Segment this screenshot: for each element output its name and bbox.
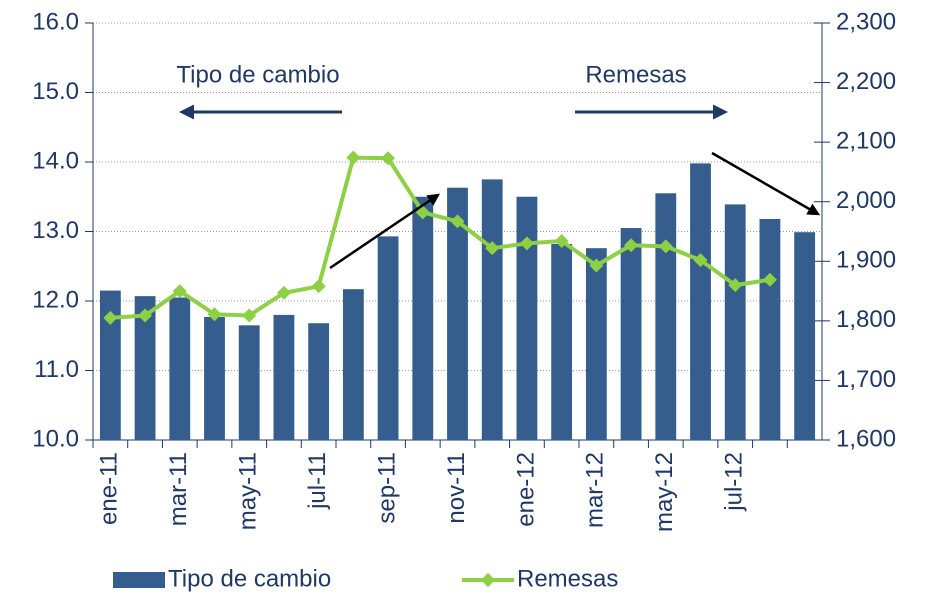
legend-swatch (481, 573, 495, 587)
y-tick-label: 13.0 (32, 217, 79, 244)
bar (377, 236, 399, 440)
arrow (329, 193, 441, 270)
bar (724, 204, 746, 440)
bar (308, 323, 330, 440)
marker (276, 285, 291, 300)
bar (690, 163, 711, 440)
y-tick-label: 15.0 (32, 78, 79, 105)
bar (585, 248, 607, 440)
bar (412, 196, 434, 440)
annotation: Tipo de cambio (176, 61, 339, 88)
legend-label: Tipo de cambio (168, 565, 331, 592)
y2-tick-label: 2,000 (836, 187, 896, 214)
y-tick-label: 16.0 (32, 8, 79, 35)
y2-tick-label: 2,200 (836, 68, 896, 95)
marker (589, 258, 604, 273)
marker (624, 238, 639, 253)
marker (311, 279, 326, 294)
y-tick-label: 10.0 (32, 425, 79, 452)
bar (759, 218, 781, 440)
x-tick-label: jul-12 (721, 452, 748, 512)
bar (516, 196, 538, 440)
marker (138, 308, 153, 323)
bar (655, 193, 677, 440)
x-tick-label: nov-11 (443, 452, 470, 524)
bar (481, 179, 503, 440)
bar (342, 289, 364, 440)
bar (447, 187, 468, 440)
x-tick-label: ene-11 (96, 452, 123, 525)
marker (658, 239, 673, 254)
marker (485, 241, 500, 256)
legend-swatch (113, 572, 165, 588)
marker (103, 310, 118, 325)
y2-tick-label: 1,600 (836, 425, 896, 452)
arrow (711, 151, 821, 216)
bar (620, 228, 642, 440)
bar (551, 244, 573, 440)
x-tick-label: ene-12 (512, 452, 539, 527)
x-tick-label: mar-11 (165, 452, 192, 526)
bar (238, 325, 260, 440)
marker (554, 234, 569, 249)
marker (728, 278, 743, 293)
marker (693, 253, 708, 268)
marker (346, 150, 361, 165)
x-tick-label: may-12 (651, 452, 678, 532)
marker (172, 284, 187, 299)
bar (99, 290, 121, 440)
bar (273, 314, 295, 440)
x-tick-label: mar-12 (582, 452, 609, 528)
bar (134, 296, 156, 440)
bar (169, 297, 191, 440)
x-tick-label: sep-11 (373, 452, 400, 524)
y2-tick-label: 1,800 (836, 306, 896, 333)
marker (242, 308, 257, 323)
legend-label: Remesas (517, 565, 618, 592)
bar (794, 232, 816, 440)
x-tick-label: jul-11 (304, 452, 331, 510)
y2-tick-label: 2,100 (836, 127, 896, 154)
marker (381, 151, 396, 166)
marker (762, 272, 777, 287)
bar (204, 316, 225, 440)
y-tick-label: 11.0 (34, 356, 79, 383)
marker (519, 236, 534, 251)
y2-tick-label: 2,300 (836, 8, 896, 35)
y-tick-label: 12.0 (32, 286, 79, 313)
y-tick-label: 14.0 (32, 147, 79, 174)
y2-tick-label: 1,700 (836, 366, 896, 393)
marker (207, 307, 222, 322)
annotation: Remesas (585, 61, 686, 88)
y2-tick-label: 1,900 (836, 247, 896, 274)
x-tick-label: may-11 (235, 452, 262, 530)
marker (450, 214, 465, 229)
